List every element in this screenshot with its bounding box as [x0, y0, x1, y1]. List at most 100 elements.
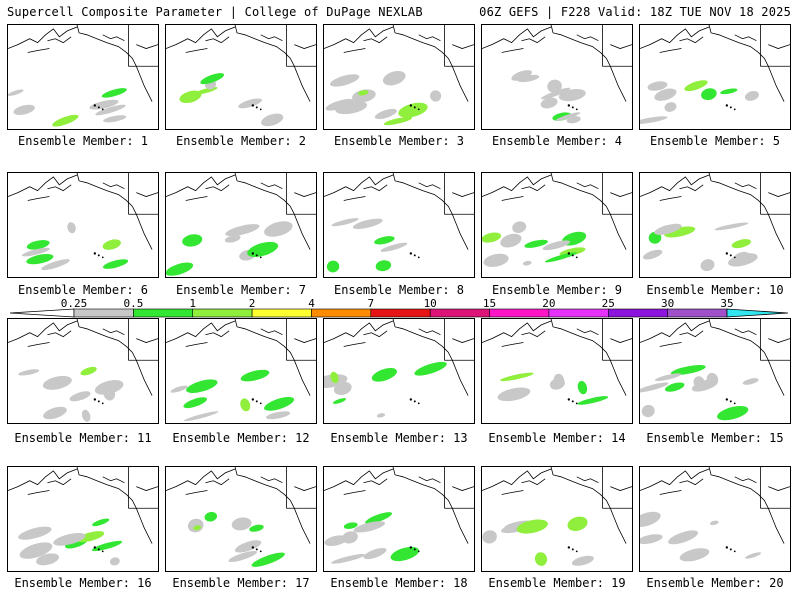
ensemble-member-label: Ensemble Member: 7 [175, 283, 307, 297]
ensemble-panel-1 [7, 24, 159, 130]
precip-field [18, 518, 123, 566]
legend-swatch [73, 308, 134, 318]
legend-high-arrow [726, 308, 789, 318]
coastline [8, 25, 158, 102]
precip-field [497, 372, 609, 405]
ensemble-member-label: Ensemble Member: 15 [646, 431, 784, 445]
legend-tick-label: 35 [720, 297, 733, 310]
precip-field [324, 512, 420, 564]
legend-tick-label: 0.25 [61, 297, 88, 310]
ensemble-member-label: Ensemble Member: 5 [649, 134, 781, 148]
precip-field [179, 73, 284, 127]
ensemble-map [482, 467, 632, 566]
islands [409, 398, 420, 405]
color-legend-bar: 0.25 0.5 1 2 4 7 10 15 20 25 30 35 [9, 297, 789, 318]
islands [251, 546, 262, 553]
islands [567, 398, 578, 405]
coastline [482, 319, 632, 396]
ensemble-map [166, 25, 316, 127]
ensemble-panel-11 [7, 318, 159, 424]
ensemble-map [8, 173, 158, 271]
coastline [482, 467, 632, 544]
ensemble-member-label: Ensemble Member: 1 [17, 134, 149, 148]
legend-tick-label: 4 [308, 297, 315, 310]
precip-field [8, 88, 127, 127]
islands [93, 398, 104, 405]
islands [93, 546, 104, 553]
precip-field [482, 221, 587, 267]
ensemble-member-label: Ensemble Member: 4 [491, 134, 623, 148]
islands [725, 104, 736, 111]
legend-swatch [133, 308, 194, 318]
islands [251, 252, 262, 259]
ensemble-member-label: Ensemble Member: 6 [17, 283, 149, 297]
islands [251, 398, 262, 405]
ensemble-panel-9 [481, 172, 633, 278]
legend-swatch [251, 308, 312, 318]
precip-field [170, 369, 295, 422]
legend-tick-label: 20 [542, 297, 555, 310]
precip-field [511, 70, 586, 124]
precip-field [642, 222, 758, 272]
ensemble-member-label: Ensemble Member: 17 [172, 576, 310, 590]
legend-swatch [489, 308, 550, 318]
ensemble-panel-3 [323, 24, 475, 130]
ensemble-panel-8 [323, 172, 475, 278]
legend-swatch [607, 308, 668, 318]
ensemble-map [640, 173, 790, 272]
coastline [640, 25, 790, 102]
coastline [166, 319, 316, 396]
ensemble-map [324, 25, 474, 126]
islands [567, 252, 578, 259]
ensemble-map [640, 319, 790, 421]
ensemble-panel-6 [7, 172, 159, 278]
ensemble-member-label: Ensemble Member: 10 [646, 283, 784, 297]
ensemble-member-label: Ensemble Member: 3 [333, 134, 465, 148]
coastline [324, 467, 474, 544]
precip-field [187, 511, 285, 567]
coastline [324, 173, 474, 250]
precip-field [640, 365, 759, 421]
coastline [482, 173, 632, 250]
ensemble-panel-18 [323, 466, 475, 572]
islands [567, 104, 578, 111]
coastline [324, 319, 474, 396]
legend-swatch [548, 308, 609, 318]
precip-field [640, 80, 759, 125]
ensemble-member-label: Ensemble Member: 20 [646, 576, 784, 590]
ensemble-panel-5 [639, 24, 791, 130]
coastline [640, 467, 790, 544]
islands [93, 252, 104, 259]
islands [93, 104, 104, 111]
ensemble-panel-13 [323, 318, 475, 424]
ensemble-map [482, 319, 632, 405]
legend-swatch [192, 308, 253, 318]
color-legend: 0.25 0.5 1 2 4 7 10 15 20 25 30 35 [0, 296, 800, 326]
ensemble-map [640, 25, 790, 125]
legend-tick-label: 0.5 [123, 297, 143, 310]
ensemble-panel-20 [639, 466, 791, 572]
ensemble-map [324, 467, 474, 564]
ensemble-member-label: Ensemble Member: 18 [330, 576, 468, 590]
islands [725, 398, 736, 405]
ensemble-map [8, 467, 158, 566]
islands [409, 546, 420, 553]
precip-field [326, 218, 408, 273]
coastline [8, 173, 158, 250]
legend-swatch [370, 308, 431, 318]
ensemble-map [482, 25, 632, 124]
legend-swatch [311, 308, 372, 318]
ensemble-panel-17 [165, 466, 317, 572]
legend-tick-label: 25 [602, 297, 615, 310]
legend-tick-label: 2 [249, 297, 256, 310]
ensemble-panel-10 [639, 172, 791, 278]
ensemble-panel-12 [165, 318, 317, 424]
coastline [324, 25, 474, 102]
legend-tick-label: 30 [661, 297, 674, 310]
ensemble-member-label: Ensemble Member: 14 [488, 431, 626, 445]
ensemble-panel-2 [165, 24, 317, 130]
ensemble-member-label: Ensemble Member: 11 [14, 431, 152, 445]
coastline [166, 25, 316, 102]
ensemble-panel-15 [639, 318, 791, 424]
ensemble-member-label: Ensemble Member: 19 [488, 576, 626, 590]
